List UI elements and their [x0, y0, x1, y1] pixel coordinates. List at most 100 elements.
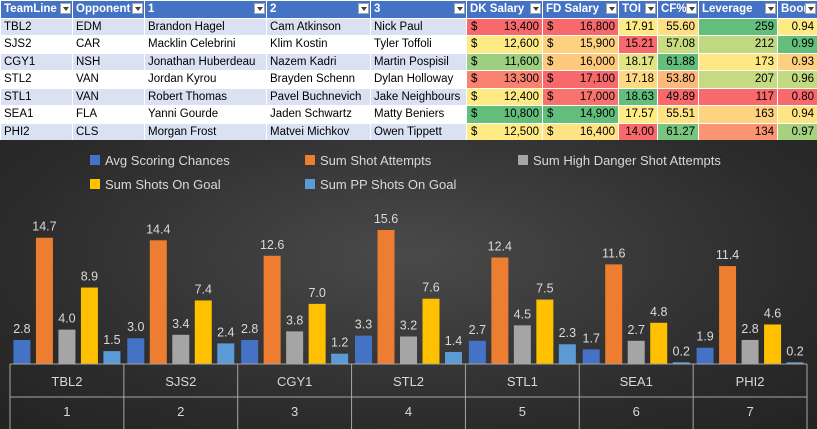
player1-cell[interactable]: Jordan Kyrou — [144, 70, 267, 89]
dk-salary-cell[interactable]: $11,600 — [466, 52, 543, 71]
filter-dropdown-icon[interactable] — [805, 3, 816, 14]
legend-item-label[interactable]: Sum PP Shots On Goal — [320, 177, 456, 192]
leverage-cell[interactable]: 134 — [698, 122, 778, 141]
opponent-cell[interactable]: CLS — [72, 122, 145, 141]
cf-pct-cell[interactable]: 49.89 — [657, 87, 699, 106]
bar[interactable] — [127, 338, 145, 364]
column-header[interactable]: Boom — [777, 0, 817, 19]
filter-dropdown-icon[interactable] — [454, 3, 465, 14]
bar[interactable] — [13, 339, 31, 364]
filter-dropdown-icon[interactable] — [530, 3, 541, 14]
boom-cell[interactable]: 0.97 — [777, 122, 817, 141]
bar[interactable] — [741, 339, 759, 364]
teamline-cell[interactable]: TBL2 — [0, 17, 73, 36]
boom-cell[interactable]: 0.96 — [777, 70, 817, 89]
legend-item-label[interactable]: Sum Shots On Goal — [105, 177, 221, 192]
bar[interactable] — [672, 362, 690, 364]
player2-cell[interactable]: Matvei Michkov — [266, 122, 371, 141]
leverage-cell[interactable]: 117 — [698, 87, 778, 106]
dk-salary-cell[interactable]: $13,400 — [466, 17, 543, 36]
bar[interactable] — [558, 344, 576, 364]
cf-pct-cell[interactable]: 53.80 — [657, 70, 699, 89]
fd-salary-cell[interactable]: $14,900 — [542, 105, 619, 124]
bar[interactable] — [764, 324, 782, 364]
toi-cell[interactable]: 17.91 — [618, 17, 658, 36]
opponent-cell[interactable]: FLA — [72, 105, 145, 124]
bar[interactable] — [650, 322, 668, 364]
filter-dropdown-icon[interactable] — [686, 3, 697, 14]
toi-cell[interactable]: 17.57 — [618, 105, 658, 124]
bar[interactable] — [58, 329, 76, 364]
bar[interactable] — [286, 331, 304, 364]
cf-pct-cell[interactable]: 55.60 — [657, 17, 699, 36]
legend-item-label[interactable]: Sum Shot Attempts — [320, 153, 432, 168]
fd-salary-cell[interactable]: $15,900 — [542, 35, 619, 54]
fd-salary-cell[interactable]: $16,800 — [542, 17, 619, 36]
player2-cell[interactable]: Pavel Buchnevich — [266, 87, 371, 106]
bar[interactable] — [35, 237, 53, 364]
teamline-cell[interactable]: STL1 — [0, 87, 73, 106]
legend-item-label[interactable]: Avg Scoring Chances — [105, 153, 230, 168]
bar[interactable] — [468, 340, 486, 364]
boom-cell[interactable]: 0.94 — [777, 105, 817, 124]
bar[interactable] — [445, 351, 462, 364]
filter-dropdown-icon[interactable] — [60, 3, 71, 14]
legend-swatch[interactable] — [518, 155, 528, 165]
player3-cell[interactable]: Dylan Holloway — [370, 70, 467, 89]
bar[interactable] — [263, 255, 281, 364]
player2-cell[interactable]: Klim Kostin — [266, 35, 371, 54]
player2-cell[interactable]: Jaden Schwartz — [266, 105, 371, 124]
bar[interactable] — [582, 349, 600, 364]
cf-pct-cell[interactable]: 61.88 — [657, 52, 699, 71]
dk-salary-cell[interactable]: $10,800 — [466, 105, 543, 124]
bar[interactable] — [696, 347, 714, 364]
toi-cell[interactable]: 18.17 — [618, 52, 658, 71]
bar[interactable] — [719, 266, 737, 364]
bar[interactable] — [103, 351, 121, 364]
player1-cell[interactable]: Morgan Frost — [144, 122, 267, 141]
filter-dropdown-icon[interactable] — [254, 3, 265, 14]
bar[interactable] — [536, 299, 554, 364]
bar[interactable] — [241, 339, 259, 364]
leverage-cell[interactable]: 173 — [698, 52, 778, 71]
column-header[interactable]: CF% — [657, 0, 699, 19]
player1-cell[interactable]: Robert Thomas — [144, 87, 267, 106]
player3-cell[interactable]: Owen Tippett — [370, 122, 467, 141]
teamline-cell[interactable]: STL2 — [0, 70, 73, 89]
leverage-cell[interactable]: 207 — [698, 70, 778, 89]
column-header[interactable]: FD Salary — [542, 0, 619, 19]
player1-cell[interactable]: Jonathan Huberdeau — [144, 52, 267, 71]
bar[interactable] — [80, 287, 98, 364]
column-header[interactable]: 3 — [370, 0, 467, 19]
teamline-cell[interactable]: CGY1 — [0, 52, 73, 71]
cf-pct-cell[interactable]: 57.08 — [657, 35, 699, 54]
opponent-cell[interactable]: VAN — [72, 87, 145, 106]
bar[interactable] — [194, 300, 212, 364]
player3-cell[interactable]: Nick Paul — [370, 17, 467, 36]
teamline-cell[interactable]: SJS2 — [0, 35, 73, 54]
leverage-cell[interactable]: 163 — [698, 105, 778, 124]
player3-cell[interactable]: Tyler Toffoli — [370, 35, 467, 54]
legend-swatch[interactable] — [90, 179, 100, 189]
cf-pct-cell[interactable]: 61.27 — [657, 122, 699, 141]
opponent-cell[interactable]: EDM — [72, 17, 145, 36]
legend-swatch[interactable] — [305, 155, 315, 165]
filter-dropdown-icon[interactable] — [358, 3, 369, 14]
leverage-cell[interactable]: 212 — [698, 35, 778, 54]
column-header[interactable]: DK Salary — [466, 0, 543, 19]
bar[interactable] — [172, 334, 190, 364]
bar[interactable] — [491, 257, 509, 364]
player2-cell[interactable]: Nazem Kadri — [266, 52, 371, 71]
bar[interactable] — [149, 240, 167, 364]
toi-cell[interactable]: 18.63 — [618, 87, 658, 106]
toi-cell[interactable]: 17.18 — [618, 70, 658, 89]
toi-cell[interactable]: 15.21 — [618, 35, 658, 54]
bar[interactable] — [627, 340, 645, 364]
column-header[interactable]: Opponent — [72, 0, 145, 19]
player3-cell[interactable]: Martin Pospisil — [370, 52, 467, 71]
legend-swatch[interactable] — [90, 155, 100, 165]
fd-salary-cell[interactable]: $17,100 — [542, 70, 619, 89]
leverage-cell[interactable]: 259 — [698, 17, 778, 36]
filter-dropdown-icon[interactable] — [606, 3, 617, 14]
player3-cell[interactable]: Jake Neighbours — [370, 87, 467, 106]
